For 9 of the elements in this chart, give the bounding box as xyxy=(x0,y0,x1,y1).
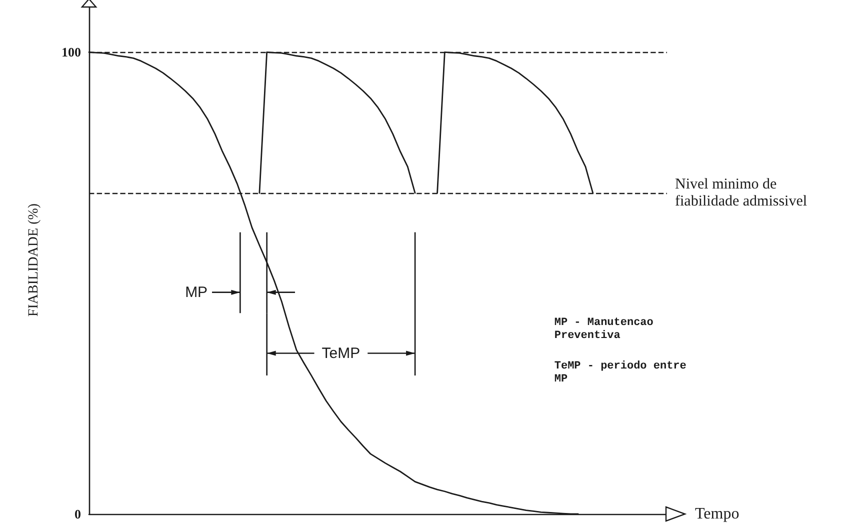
y-axis-title: FIABILIDADE (%) xyxy=(26,203,42,317)
annotation: MP xyxy=(185,284,208,301)
annotation: TeMP xyxy=(322,344,360,362)
ref-line-label: Nivel minimo de fiabilidade admissivel xyxy=(675,176,808,210)
y-tick-label: 100 xyxy=(62,44,81,60)
annotation: MP - Manutencao Preventiva xyxy=(554,316,660,342)
y-tick-label: 0 xyxy=(74,506,81,522)
annotation: TeMP - periodo entre MP xyxy=(554,360,693,386)
x-axis-title: Tempo xyxy=(695,506,740,522)
